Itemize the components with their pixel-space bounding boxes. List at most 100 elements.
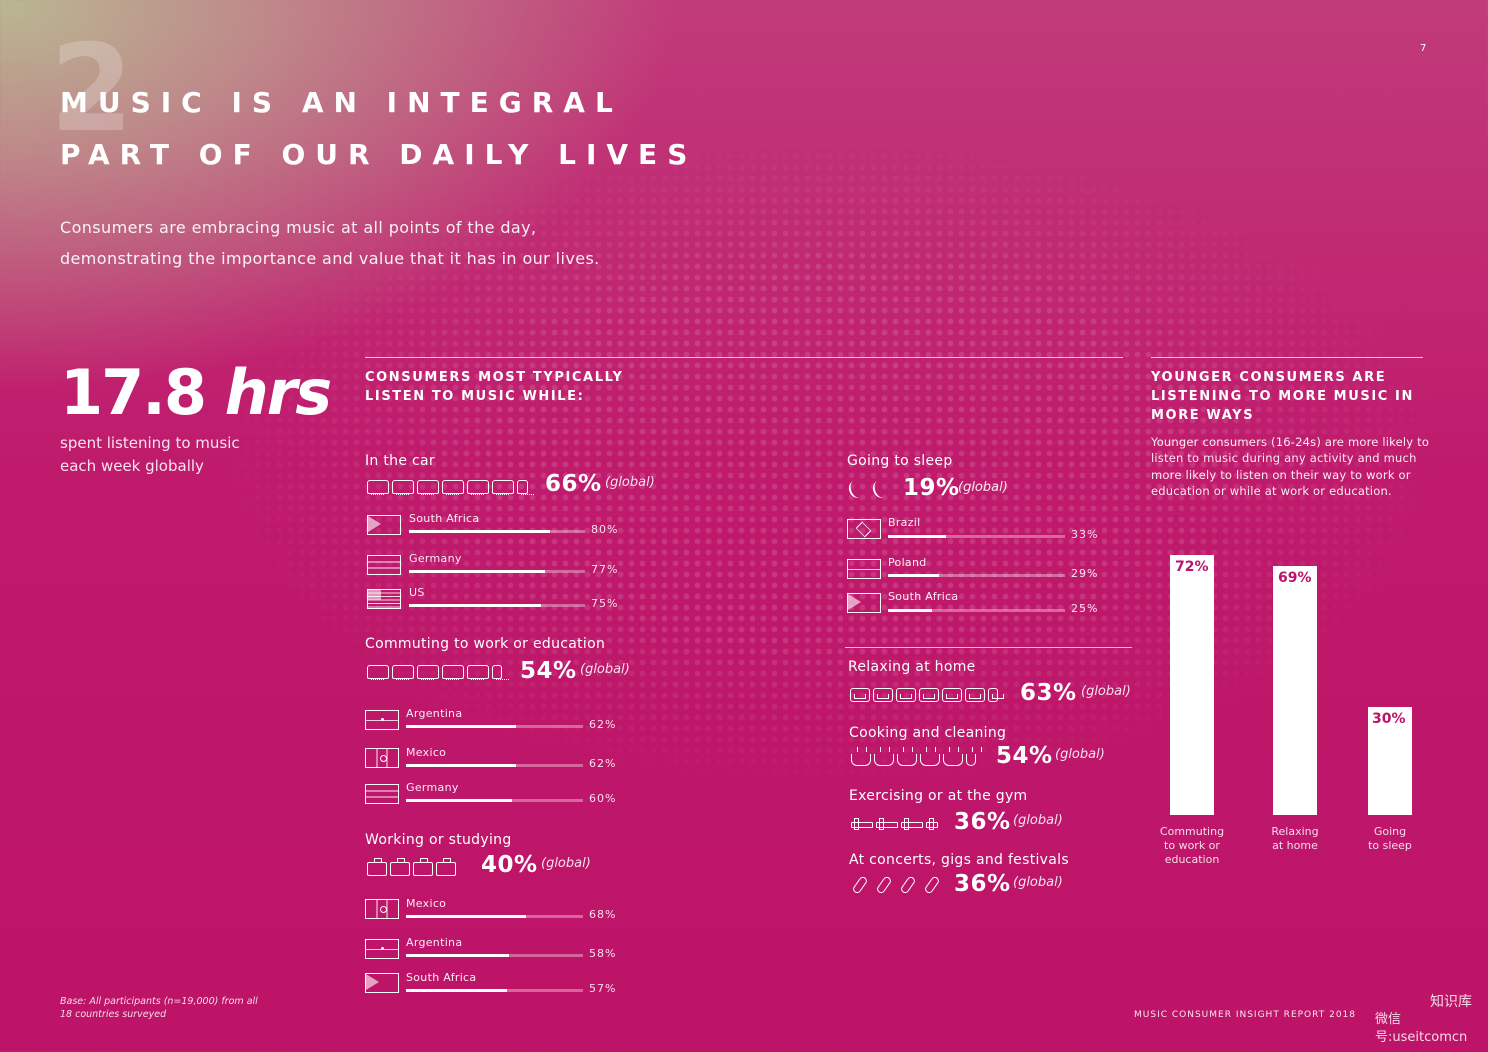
flag-argentina-icon: [365, 939, 399, 959]
headline-stat-caption: spent listening to music each week globa…: [60, 434, 240, 475]
country-bar-track: [409, 604, 585, 607]
intro-text: Consumers are embracing music at all poi…: [60, 218, 600, 268]
flag-mexico-icon: [365, 748, 399, 768]
younger-bar-category: Commuting to work or education: [1159, 825, 1225, 866]
activity-commute-pct: 54%: [520, 658, 577, 684]
country-bar: [406, 915, 527, 918]
activities-header: CONSUMERS MOST TYPICALLY LISTEN TO MUSIC…: [365, 370, 624, 404]
activity-working-pct: 40%: [481, 852, 538, 878]
country-label: Mexico: [406, 897, 447, 910]
base-note: Base: All participants (n=19,000) from a…: [60, 996, 258, 1020]
country-bar-track: [888, 574, 1065, 577]
country-pct: 75%: [591, 597, 619, 610]
country-pct: 33%: [1071, 528, 1099, 541]
activity-exercise-label: Exercising or at the gym: [849, 788, 1028, 804]
country-pct: 77%: [591, 563, 619, 576]
page-title-line1: MUSIC IS AN INTEGRAL: [60, 86, 623, 119]
activity-commute-label: Commuting to work or education: [365, 636, 606, 652]
country-bar: [409, 604, 541, 607]
younger-bar-label: 69%: [1278, 569, 1312, 586]
flag-poland-icon: [847, 559, 881, 579]
country-bar: [406, 989, 507, 992]
flag-south-africa-icon: [365, 973, 399, 993]
activity-car-label: In the car: [365, 453, 435, 469]
global-label: (global): [1055, 747, 1105, 762]
activity-concerts-pct: 36%: [954, 871, 1011, 897]
activity-relaxing-label: Relaxing at home: [848, 659, 976, 675]
country-pct: 29%: [1071, 567, 1099, 580]
country-bar: [409, 530, 550, 533]
sofa-icon: [850, 688, 1004, 702]
country-bar-track: [406, 989, 583, 992]
younger-bar: [1273, 565, 1317, 815]
pot-icon: [851, 747, 982, 766]
briefcase-icon: [367, 858, 456, 876]
page-number: 7: [1420, 43, 1427, 54]
country-label: South Africa: [888, 590, 959, 603]
page-title-line2: PART OF OUR DAILY LIVES: [60, 138, 698, 171]
country-bar-track: [888, 609, 1065, 612]
country-pct: 62%: [589, 757, 617, 770]
country-bar-track: [409, 570, 585, 573]
country-pct: 68%: [589, 908, 617, 921]
country-bar: [888, 574, 940, 577]
flag-south-africa-icon: [367, 515, 401, 535]
watermark: 知识库 微信号:useitcomcn: [1375, 994, 1472, 1045]
country-label: Argentina: [406, 707, 463, 720]
country-label: Germany: [406, 781, 459, 794]
country-pct: 25%: [1071, 602, 1099, 615]
country-label: Germany: [409, 552, 462, 565]
global-label: (global): [1013, 875, 1063, 890]
country-label: Argentina: [406, 936, 463, 949]
country-bar: [409, 570, 545, 573]
section-rule-right: [1151, 357, 1423, 358]
activity-cooking-label: Cooking and cleaning: [849, 725, 1007, 741]
country-bar: [406, 954, 509, 957]
country-bar-track: [888, 535, 1065, 538]
flag-brazil-icon: [847, 519, 881, 539]
global-label: (global): [605, 475, 655, 490]
country-bar-track: [406, 725, 583, 728]
activity-relaxing-pct: 63%: [1020, 680, 1077, 706]
country-pct: 58%: [589, 947, 617, 960]
country-label: Brazil: [888, 516, 921, 529]
younger-bar-category: Relaxing at home: [1271, 825, 1319, 852]
younger-description: Younger consumers (16-24s) are more like…: [1151, 435, 1430, 498]
younger-bar-label: 30%: [1372, 710, 1406, 727]
flag-us-icon: [367, 589, 401, 609]
country-pct: 57%: [589, 982, 617, 995]
country-bar-track: [406, 954, 583, 957]
activity-exercise-pct: 36%: [954, 809, 1011, 835]
microphone-icon: [851, 875, 941, 895]
activity-sleep-pct: 19%: [903, 475, 960, 501]
dumbbell-icon: [851, 818, 938, 830]
activity-concerts-label: At concerts, gigs and festivals: [849, 852, 1069, 868]
younger-bar-label: 72%: [1175, 559, 1209, 575]
global-label: (global): [1013, 813, 1063, 828]
country-label: South Africa: [409, 512, 480, 525]
country-bar-track: [406, 764, 583, 767]
country-bar-track: [406, 915, 583, 918]
country-bar: [406, 799, 513, 802]
younger-bar-category: Going to sleep: [1368, 825, 1412, 852]
flag-germany-icon: [367, 555, 401, 575]
activity-sleep-label: Going to sleep: [847, 453, 953, 469]
headline-stat: 17.8 hrs: [60, 356, 332, 429]
flag-argentina-icon: [365, 710, 399, 730]
activity-divider: [845, 647, 1132, 648]
activity-cooking-pct: 54%: [996, 743, 1053, 769]
country-bar: [406, 725, 516, 728]
country-label: Poland: [888, 556, 927, 569]
activity-working-label: Working or studying: [365, 832, 512, 848]
moon-icon: [846, 477, 892, 501]
country-pct: 60%: [589, 792, 617, 805]
flag-south-africa-icon: [847, 593, 881, 613]
global-label: (global): [1081, 684, 1131, 699]
country-bar-track: [409, 530, 585, 533]
younger-header: YOUNGER CONSUMERS ARE LISTENING TO MORE …: [1151, 370, 1414, 423]
global-label: (global): [580, 662, 630, 677]
country-pct: 62%: [589, 718, 617, 731]
section-number: 2: [50, 20, 134, 159]
car-icon: [367, 480, 534, 495]
country-label: US: [409, 586, 425, 599]
